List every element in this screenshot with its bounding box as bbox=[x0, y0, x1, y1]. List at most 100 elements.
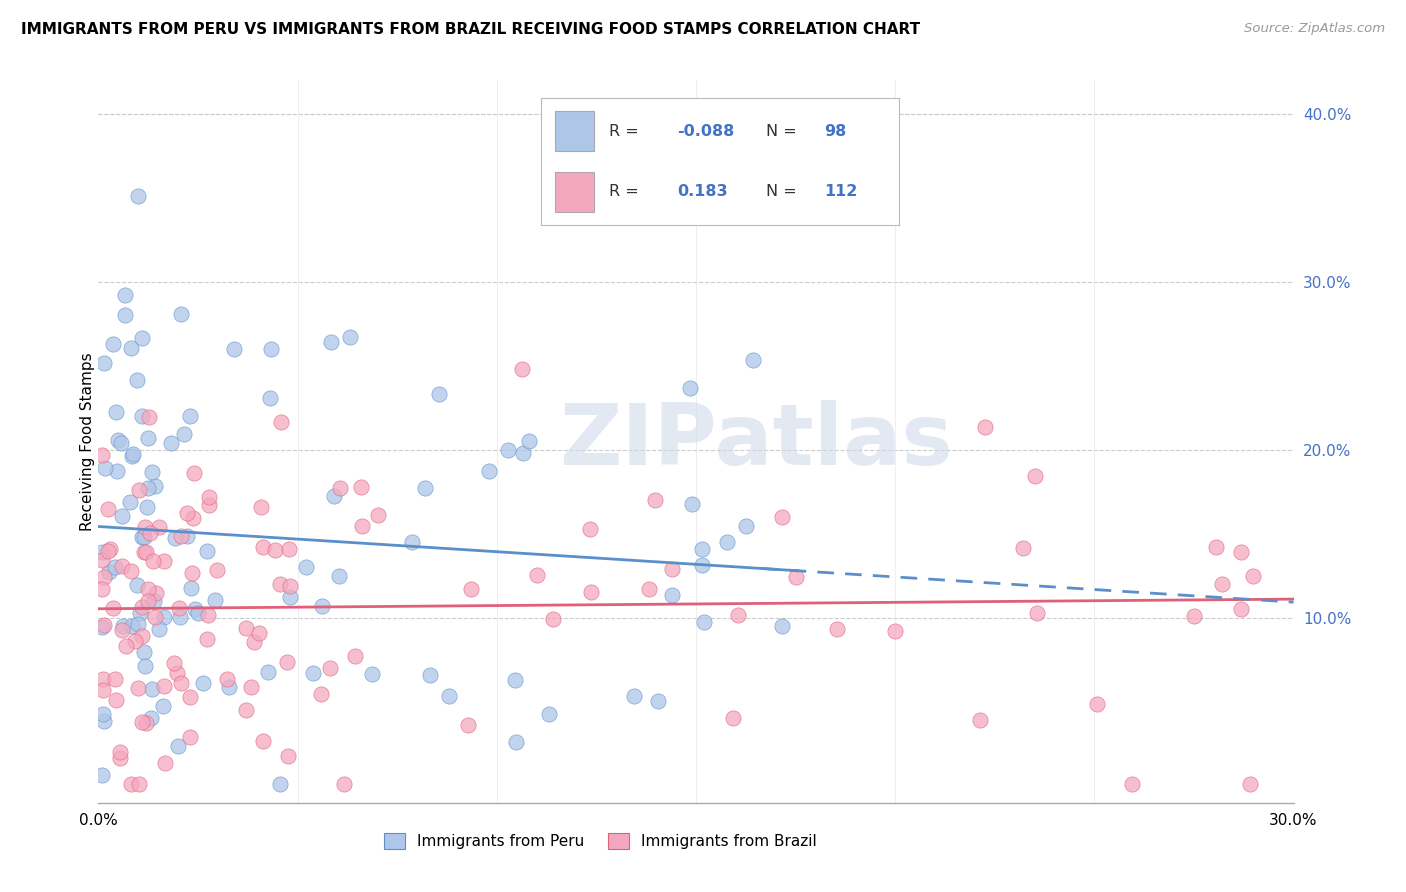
Point bbox=[681, 497, 703, 511]
Point bbox=[204, 593, 226, 607]
Point bbox=[139, 526, 162, 541]
Point bbox=[207, 563, 229, 577]
Point bbox=[647, 694, 669, 708]
Point bbox=[250, 500, 273, 515]
Point bbox=[155, 756, 177, 771]
Point bbox=[269, 777, 291, 791]
Point bbox=[1211, 576, 1233, 591]
Point bbox=[179, 730, 201, 744]
Text: IMMIGRANTS FROM PERU VS IMMIGRANTS FROM BRAZIL RECEIVING FOOD STAMPS CORRELATION: IMMIGRANTS FROM PERU VS IMMIGRANTS FROM … bbox=[21, 22, 920, 37]
Point bbox=[439, 689, 461, 703]
Point bbox=[503, 673, 526, 687]
Point bbox=[517, 434, 540, 448]
Point bbox=[91, 768, 114, 782]
Point bbox=[785, 570, 807, 584]
Point bbox=[110, 509, 132, 524]
Point bbox=[1025, 606, 1047, 620]
Point bbox=[969, 714, 991, 728]
Point bbox=[128, 483, 150, 497]
Point bbox=[661, 588, 683, 602]
Point bbox=[121, 619, 143, 633]
Point bbox=[131, 600, 153, 615]
Point bbox=[339, 330, 361, 344]
Point bbox=[512, 361, 534, 376]
Point bbox=[145, 479, 167, 493]
Point bbox=[1085, 697, 1108, 711]
Point bbox=[259, 391, 281, 405]
Point bbox=[187, 607, 209, 621]
Point bbox=[215, 672, 238, 686]
Point bbox=[270, 415, 292, 429]
Point bbox=[195, 544, 218, 558]
Point bbox=[197, 499, 219, 513]
Point bbox=[98, 542, 121, 557]
Point bbox=[148, 623, 170, 637]
Point bbox=[111, 624, 134, 638]
Point bbox=[104, 693, 127, 707]
Point bbox=[235, 703, 257, 717]
Point bbox=[91, 448, 114, 462]
Point bbox=[111, 559, 134, 574]
Point bbox=[110, 436, 132, 450]
Text: Source: ZipAtlas.com: Source: ZipAtlas.com bbox=[1244, 22, 1385, 36]
Point bbox=[141, 711, 163, 725]
Point bbox=[131, 530, 153, 544]
Point bbox=[413, 481, 436, 495]
Point bbox=[721, 711, 744, 725]
Point bbox=[179, 409, 201, 423]
Point bbox=[690, 542, 713, 557]
Point bbox=[93, 683, 115, 698]
Point bbox=[143, 610, 166, 624]
Point bbox=[319, 661, 342, 675]
Point bbox=[179, 690, 201, 704]
Point bbox=[352, 518, 374, 533]
Point bbox=[97, 501, 120, 516]
Point bbox=[1184, 609, 1206, 624]
Point bbox=[329, 481, 352, 495]
Point bbox=[349, 480, 371, 494]
Point bbox=[1230, 545, 1253, 559]
Point bbox=[278, 542, 301, 557]
Point bbox=[104, 560, 127, 574]
Point bbox=[427, 387, 450, 401]
Point bbox=[579, 522, 602, 536]
Point bbox=[401, 535, 423, 549]
Point bbox=[152, 698, 174, 713]
Point bbox=[1205, 540, 1227, 554]
Point bbox=[309, 687, 332, 701]
Point bbox=[136, 582, 159, 597]
Point bbox=[176, 529, 198, 543]
Point bbox=[118, 494, 141, 508]
Point bbox=[138, 409, 160, 424]
Point bbox=[716, 534, 738, 549]
Point bbox=[419, 668, 441, 682]
Point bbox=[104, 404, 127, 418]
Point bbox=[512, 446, 534, 460]
Point bbox=[661, 562, 683, 576]
Point bbox=[198, 490, 221, 504]
Point bbox=[170, 676, 193, 690]
Point bbox=[460, 582, 482, 597]
Point bbox=[120, 565, 142, 579]
Point bbox=[184, 601, 207, 615]
Point bbox=[247, 626, 270, 640]
Point bbox=[770, 509, 793, 524]
Point bbox=[148, 519, 170, 533]
Point bbox=[135, 545, 157, 559]
Point bbox=[180, 582, 202, 596]
Point bbox=[91, 620, 114, 634]
Point bbox=[142, 594, 165, 608]
Point bbox=[278, 579, 301, 593]
Point bbox=[884, 624, 907, 638]
Point bbox=[1121, 777, 1143, 791]
Point bbox=[127, 188, 149, 202]
Point bbox=[91, 545, 114, 559]
Point bbox=[170, 307, 193, 321]
Point bbox=[91, 672, 114, 686]
Point bbox=[252, 540, 274, 554]
Point bbox=[181, 566, 204, 581]
Point bbox=[496, 443, 519, 458]
Point bbox=[319, 334, 342, 349]
Point bbox=[1241, 569, 1264, 583]
Point bbox=[108, 751, 131, 765]
